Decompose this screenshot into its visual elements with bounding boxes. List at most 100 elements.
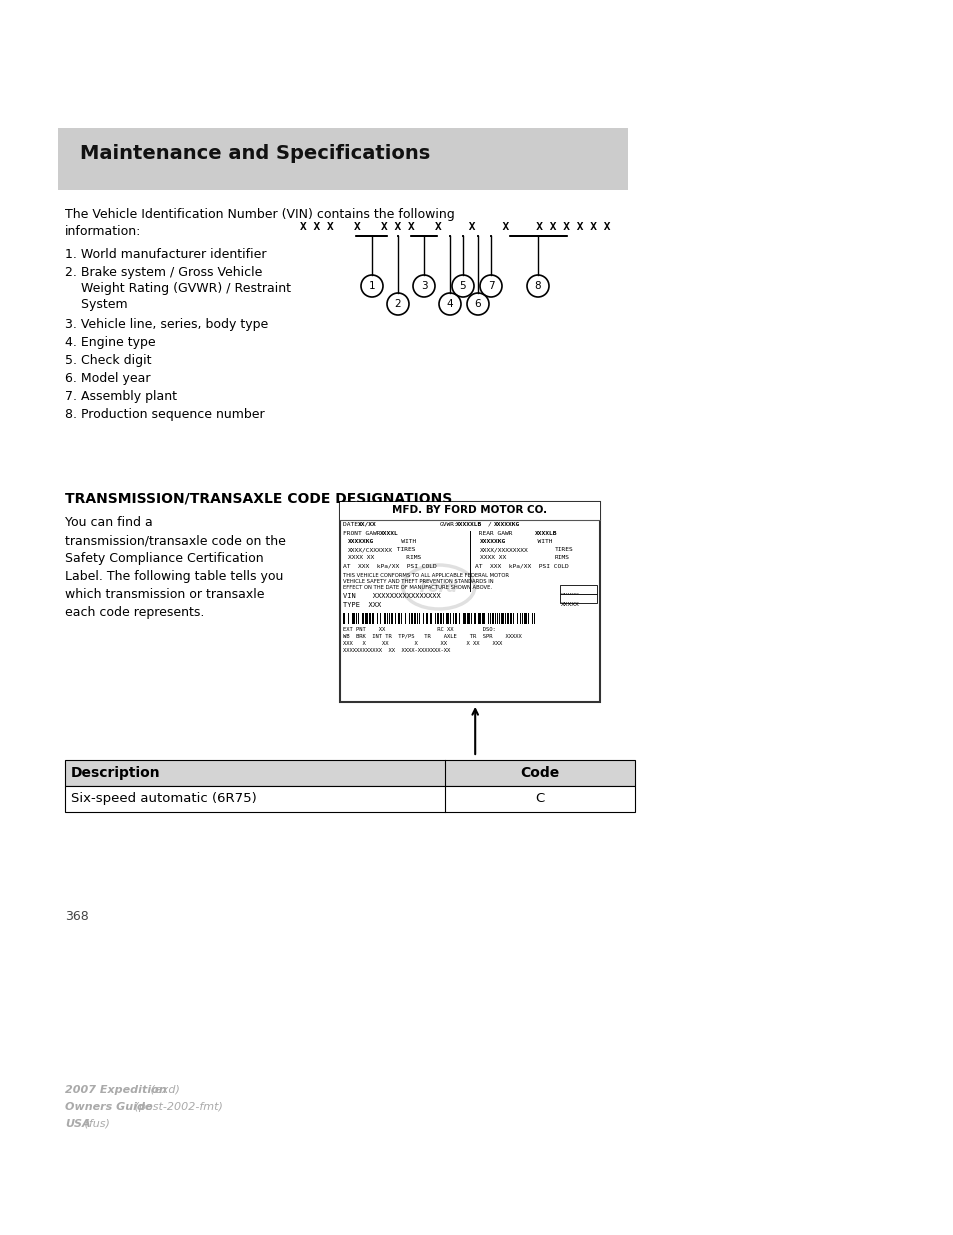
Text: 1. World manufacturer identifier: 1. World manufacturer identifier (65, 248, 266, 261)
Text: VIN    XXXXXXXXXXXXXXXX: VIN XXXXXXXXXXXXXXXX (343, 593, 440, 599)
Bar (481, 613, 484, 624)
Text: FRONT GAWR: FRONT GAWR (343, 531, 388, 536)
Bar (65, 785, 635, 811)
Bar (422, 613, 423, 624)
Bar (352, 613, 355, 624)
Bar (355, 613, 356, 624)
Text: TIRES: TIRES (393, 547, 416, 552)
Bar (401, 613, 405, 624)
Bar (357, 613, 358, 624)
Bar (391, 613, 393, 624)
Bar (397, 613, 399, 624)
Text: XXX   X     XX        X       XX      X XX    XXX: XXX X XX X XX X XX XXX (343, 641, 501, 646)
Text: X X X   X   X X X   X    X    X    X X X X X X: X X X X X X X X X X X X X X X X (299, 222, 610, 232)
Bar (426, 613, 428, 624)
Bar (520, 613, 521, 624)
Text: XX/XX: XX/XX (357, 522, 376, 527)
Bar (377, 613, 379, 624)
Bar (458, 613, 459, 624)
Bar (522, 613, 523, 624)
Bar (423, 613, 426, 624)
Text: 6: 6 (475, 299, 481, 309)
Bar (470, 613, 471, 624)
Text: 1: 1 (368, 282, 375, 291)
Bar (369, 613, 371, 624)
Bar (345, 613, 348, 624)
Bar (472, 613, 474, 624)
Bar (532, 613, 533, 624)
Text: 7. Assembly plant: 7. Assembly plant (65, 390, 177, 403)
Bar (393, 613, 395, 624)
Bar (409, 613, 410, 624)
Bar (364, 613, 365, 624)
Bar (480, 613, 481, 624)
Bar (497, 613, 498, 624)
Text: /: / (488, 522, 495, 527)
Bar (471, 613, 472, 624)
Text: DATE:: DATE: (343, 522, 365, 527)
Bar (529, 613, 532, 624)
Bar (430, 613, 432, 624)
Bar (435, 613, 436, 624)
Bar (456, 613, 458, 624)
Text: XXXXXKG: XXXXXKG (348, 538, 374, 543)
Bar (405, 613, 406, 624)
Bar (453, 613, 454, 624)
Text: Code: Code (519, 766, 559, 781)
Bar (348, 613, 349, 624)
Bar (376, 613, 377, 624)
Text: Maintenance and Specifications: Maintenance and Specifications (80, 144, 430, 163)
Bar (504, 613, 505, 624)
Bar (365, 613, 368, 624)
Bar (533, 613, 534, 624)
Text: 5. Check digit: 5. Check digit (65, 354, 152, 367)
Text: EXT PNT    XX                RC XX         DSO:: EXT PNT XX RC XX DSO: (343, 627, 496, 632)
Bar (474, 613, 476, 624)
Bar (500, 613, 503, 624)
Text: 2007 Expedition: 2007 Expedition (65, 1086, 167, 1095)
Text: The Vehicle Identification Number (VIN) contains the following
information:: The Vehicle Identification Number (VIN) … (65, 207, 455, 238)
Bar (379, 613, 380, 624)
Bar (361, 613, 364, 624)
Bar (449, 613, 450, 624)
Bar (534, 613, 535, 624)
Bar (395, 613, 397, 624)
Text: 4: 4 (446, 299, 453, 309)
Bar (356, 613, 357, 624)
Bar (498, 613, 499, 624)
Bar (512, 613, 513, 624)
Bar (371, 613, 372, 624)
Bar (476, 613, 477, 624)
Text: RIMS: RIMS (395, 555, 421, 559)
Bar (519, 613, 520, 624)
Text: 6. Model year: 6. Model year (65, 372, 151, 385)
Text: 7: 7 (487, 282, 494, 291)
Text: TIRES: TIRES (555, 547, 573, 552)
Text: (fus): (fus) (81, 1119, 111, 1129)
Bar (527, 613, 529, 624)
Bar (535, 613, 536, 624)
Bar (450, 613, 451, 624)
Bar (418, 613, 419, 624)
Bar (510, 613, 512, 624)
Bar (419, 613, 422, 624)
Bar (65, 760, 635, 785)
Bar (58, 128, 627, 190)
Text: XXXXXXXXXXXX  XX  XXXX-XXXXXXX-XX: XXXXXXXXXXXX XX XXXX-XXXXXXX-XX (343, 648, 450, 653)
Bar (380, 613, 384, 624)
Bar (410, 613, 411, 624)
Text: 5: 5 (459, 282, 466, 291)
Text: WITH: WITH (390, 538, 416, 543)
Bar (414, 613, 416, 624)
Bar (513, 613, 514, 624)
Text: TRANSMISSION/TRANSAXLE CODE DESIGNATIONS: TRANSMISSION/TRANSAXLE CODE DESIGNATIONS (65, 492, 452, 506)
Bar (339, 501, 599, 520)
Text: You can find a
transmission/transaxle code on the
Safety Compliance Certificatio: You can find a transmission/transaxle co… (65, 516, 286, 619)
Bar (390, 613, 391, 624)
Bar (436, 613, 438, 624)
Text: USA: USA (65, 1119, 91, 1129)
Text: MFD. BY FORD MOTOR CO.: MFD. BY FORD MOTOR CO. (392, 505, 547, 515)
Bar (467, 613, 470, 624)
Bar (559, 594, 597, 603)
Bar (438, 613, 439, 624)
